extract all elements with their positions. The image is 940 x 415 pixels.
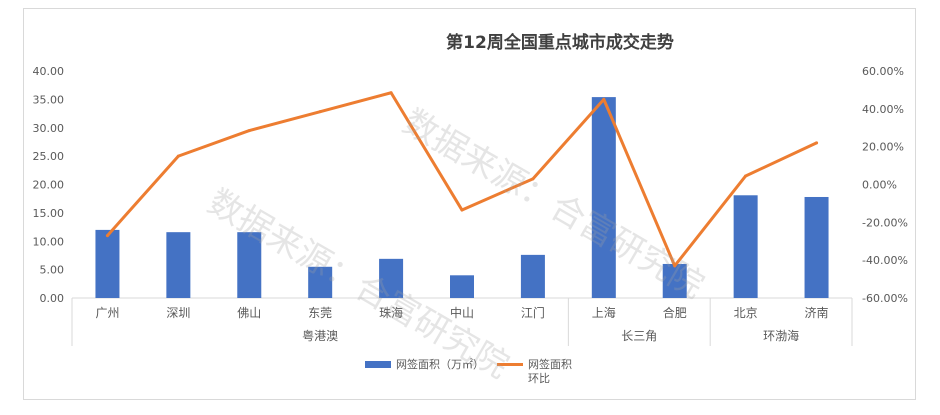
legend-bar-swatch — [365, 361, 391, 368]
group-label: 环渤海 — [763, 328, 799, 343]
bar — [520, 254, 545, 298]
line-series — [105, 91, 819, 268]
x-tick-label: 合肥 — [663, 305, 687, 320]
legend-item-line: 网签面积 环比 — [497, 358, 572, 386]
line-point — [105, 234, 109, 238]
bar — [95, 229, 120, 298]
legend-line-label: 网签面积 环比 — [528, 358, 572, 386]
bar — [662, 263, 687, 298]
bar — [450, 275, 474, 298]
group-label: 长三角 — [621, 329, 657, 343]
legend-item-bar: 网签面积（万㎡） — [365, 358, 484, 372]
y-left-tick-label: 0.00 — [40, 292, 65, 305]
x-tick-label: 深圳 — [166, 306, 190, 320]
line-point — [318, 110, 322, 114]
x-tick-label: 江门 — [521, 305, 545, 320]
line-point — [531, 177, 535, 181]
bar — [237, 232, 262, 298]
y-right-tick-label: -20.00% — [862, 216, 908, 229]
x-tick-label: 上海 — [592, 305, 616, 320]
line-point — [673, 264, 677, 268]
x-tick-label: 济南 — [805, 305, 829, 320]
x-tick-label: 中山 — [450, 305, 474, 320]
bar — [379, 258, 404, 298]
legend-bar-label: 网签面积（万㎡） — [396, 358, 484, 371]
y-left-tick-label: 10.00 — [33, 235, 65, 248]
line-point — [744, 174, 748, 178]
y-left-tick-label: 35.00 — [33, 93, 65, 106]
chart-frame — [23, 8, 916, 400]
legend-line-label-2: 环比 — [528, 372, 550, 385]
y-left-tick-label: 20.00 — [33, 179, 65, 192]
y-right-tick-label: 40.00% — [862, 103, 904, 116]
line-point — [247, 129, 251, 133]
x-tick-label: 佛山 — [237, 306, 261, 320]
y-left-tick-label: 25.00 — [33, 150, 65, 163]
legend-line-label-1: 网签面积 — [528, 358, 572, 371]
x-tick-label: 广州 — [95, 306, 119, 320]
chart-title: 第12周全国重点城市成交走势 — [446, 33, 674, 53]
line-point — [815, 141, 819, 145]
y-right-tick-label: 60.00% — [862, 65, 904, 78]
x-tick-label: 东莞 — [308, 306, 332, 320]
x-tick-label: 珠海 — [379, 305, 403, 320]
line-point — [602, 97, 606, 101]
line-point — [460, 208, 464, 212]
bar — [308, 266, 333, 298]
bar — [166, 232, 191, 298]
bar — [804, 196, 829, 298]
y-left-tick-label: 5.00 — [40, 264, 65, 277]
y-left-tick-label: 30.00 — [33, 122, 65, 135]
bar — [733, 195, 758, 298]
y-right-tick-label: 20.00% — [862, 141, 904, 154]
y-right-tick-label: -60.00% — [862, 292, 908, 305]
y-right-tick-label: 0.00% — [862, 179, 897, 192]
y-left-tick-label: 15.00 — [33, 207, 65, 220]
y-right-tick-label: -40.00% — [862, 254, 908, 267]
legend-line-swatch — [497, 363, 523, 366]
bar — [591, 97, 616, 298]
group-label: 粤港澳 — [302, 328, 338, 343]
legend: 网签面积（万㎡） 网签面积 环比 — [0, 356, 940, 396]
line-point — [389, 91, 393, 95]
y-left-tick-label: 40.00 — [33, 65, 65, 78]
x-tick-label: 北京 — [734, 306, 758, 320]
line-point — [176, 154, 180, 158]
